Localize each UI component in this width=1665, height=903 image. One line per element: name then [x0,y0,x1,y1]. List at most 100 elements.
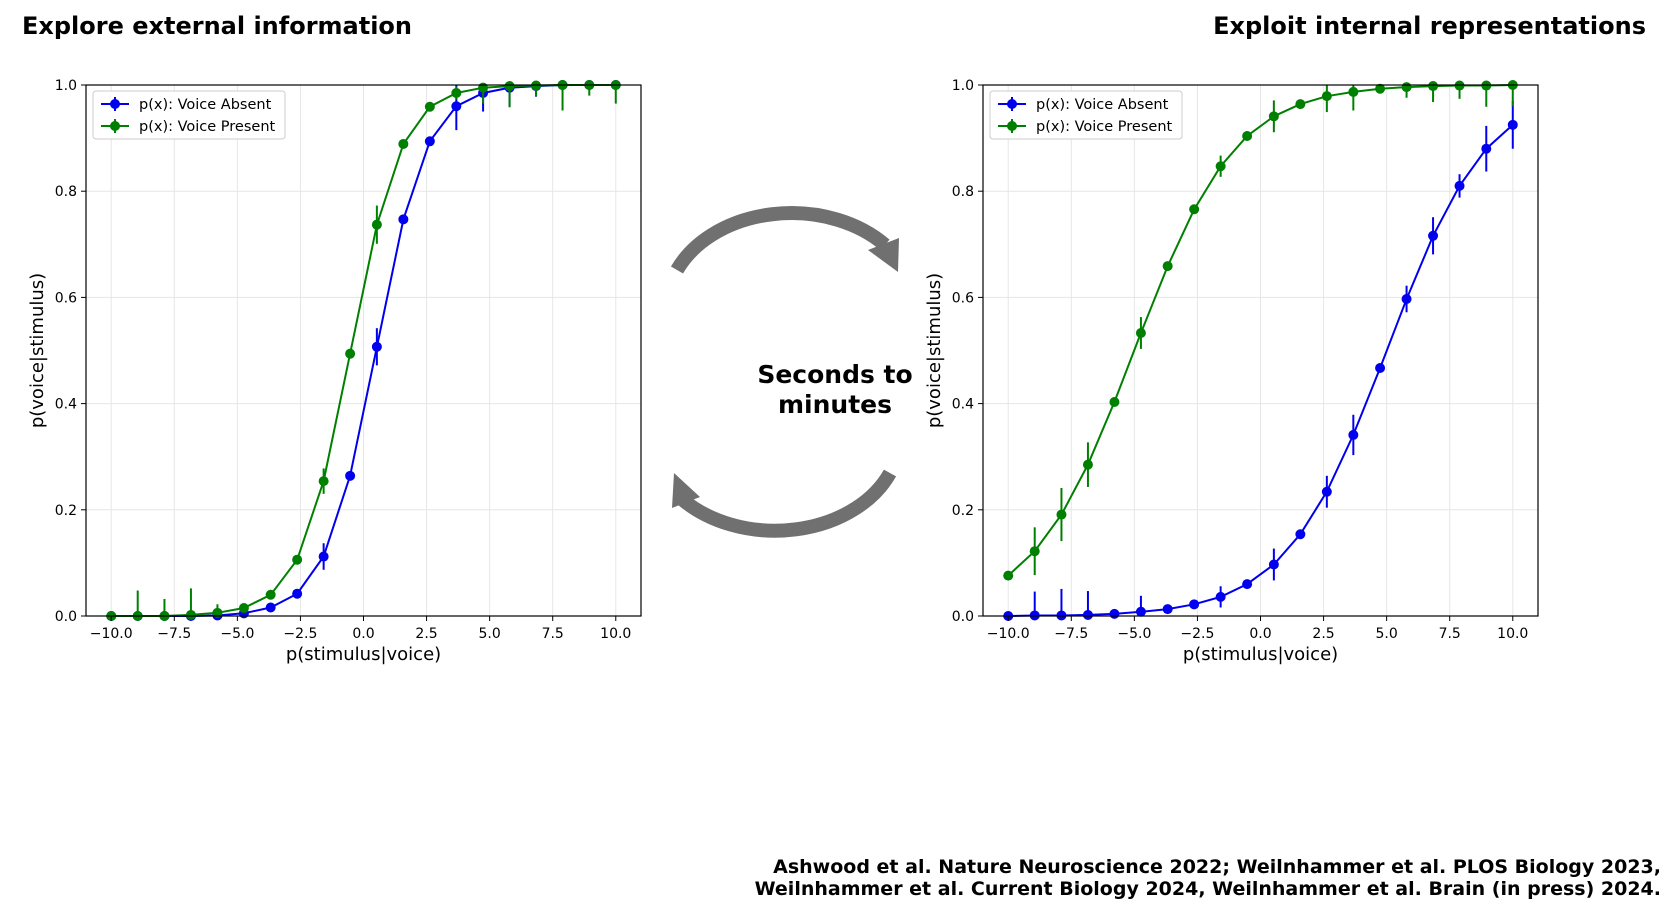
cycle-label-line2: minutes [777,390,892,419]
data-point-present [1003,570,1014,581]
data-point-present [265,589,276,600]
data-point-present [371,219,382,230]
heading-explore: Explore external information [22,12,412,40]
x-tick-label: −5.0 [220,626,254,642]
x-tick-label: 2.5 [415,626,437,642]
chart-exploit: −10.0 −7.5 −5.0 −2.5 0.0 2.5 5.0 7.5 10.0 0.0 0.2 0… [924,78,1539,665]
bottom-arc-arrow [678,469,897,538]
data-point-absent [1375,363,1386,374]
data-point-absent [1242,579,1253,590]
y-axis-label: p(voice|stimulus) [27,273,48,428]
x-tick-label: −7.5 [1054,626,1088,642]
top-arrowhead-icon [868,238,899,272]
y-tick-label: 0.4 [952,397,974,413]
data-point-present [318,476,329,487]
data-point-present [1215,161,1226,172]
data-point-absent [265,602,276,613]
legend-marker-absent [110,99,120,109]
data-point-present [1321,91,1332,102]
data-point-present [1029,546,1040,557]
data-point-present [1189,204,1200,215]
y-tick-label: 0.8 [952,184,974,200]
data-point-absent [398,214,409,225]
x-tick-label: −2.5 [1180,626,1214,642]
data-point-present [345,348,356,359]
legend-marker-present [110,121,120,131]
data-point-present [1135,327,1146,338]
x-tick-label: 10.0 [1497,626,1528,642]
legend-marker-present [1007,121,1017,131]
data-point-absent [371,341,382,352]
y-tick-label: 0.2 [55,503,77,519]
data-point-absent [1135,606,1146,617]
data-point-absent [1109,608,1120,619]
data-point-absent [1454,180,1465,191]
data-point-present [1348,86,1359,97]
x-tick-label: 7.5 [1439,626,1461,642]
citation-line1: Ashwood et al. Nature Neuroscience 2022;… [773,856,1661,878]
data-point-present [238,603,249,614]
data-point-present [1162,261,1173,272]
y-tick-label: 0.6 [55,290,77,306]
cycle-label-line1: Seconds to [757,360,913,389]
data-point-present [1268,111,1279,122]
data-point-absent [1189,599,1200,610]
chart-explore: −10.0 −7.5 −5.0 −2.5 0.0 2.5 5.0 7.5 10.0 0.0 0.2 0… [27,78,642,665]
data-point-absent [292,588,303,599]
x-tick-label: −5.0 [1117,626,1151,642]
x-tick-label: 0.0 [352,626,374,642]
y-tick-label: 1.0 [55,78,77,94]
legend-box [989,90,1183,140]
data-point-present [1401,82,1412,93]
x-tick-label: 0.0 [1249,626,1271,642]
y-tick-label: 0.8 [55,184,77,200]
data-point-present [292,554,303,565]
data-point-present [424,101,435,112]
cycle-label: Seconds to minutes [715,360,955,420]
heading-exploit: Exploit internal representations [1213,12,1646,40]
legend-label-absent: p(x): Voice Absent [1036,97,1169,113]
data-point-absent [1401,293,1412,304]
top-arc-arrow [670,206,890,274]
x-axis-label: p(stimulus|voice) [1183,644,1338,665]
citation: Ashwood et al. Nature Neuroscience 2022;… [701,856,1661,900]
data-point-absent [318,551,329,562]
y-tick-label: 0.0 [55,609,77,625]
x-tick-label: −2.5 [283,626,317,642]
data-point-present [185,609,196,620]
y-tick-label: 0.4 [55,397,77,413]
data-point-present [1295,99,1306,110]
data-point-present [1428,81,1439,92]
legend-label-present: p(x): Voice Present [139,119,276,135]
data-point-absent [1321,486,1332,497]
citation-line2: Weilnhammer et al. Current Biology 2024,… [754,878,1661,900]
data-point-present [478,82,489,93]
y-tick-label: 0.2 [952,503,974,519]
data-point-present [1375,83,1386,94]
data-point-present [1056,509,1067,520]
data-point-absent [1082,609,1093,620]
data-point-present [1242,130,1253,141]
x-tick-label: 10.0 [600,626,631,642]
y-tick-label: 1.0 [952,78,974,94]
x-tick-label: −10.0 [987,626,1030,642]
legend-label-present: p(x): Voice Present [1036,119,1173,135]
data-point-present [398,138,409,149]
data-point-present [504,81,515,92]
data-point-present [1082,459,1093,470]
y-axis-label: p(voice|stimulus) [924,273,945,428]
data-point-absent [1507,119,1518,130]
x-tick-label: 5.0 [479,626,501,642]
data-point-absent [345,470,356,481]
x-tick-label: 2.5 [1312,626,1334,642]
data-point-absent [1348,429,1359,440]
legend-label-absent: p(x): Voice Absent [139,97,272,113]
x-tick-label: 7.5 [542,626,564,642]
x-tick-label: −7.5 [157,626,191,642]
data-point-absent [1481,143,1492,154]
y-tick-label: 0.6 [952,290,974,306]
x-tick-label: −10.0 [90,626,133,642]
cycle-arrows [670,206,899,538]
data-point-present [212,607,223,618]
